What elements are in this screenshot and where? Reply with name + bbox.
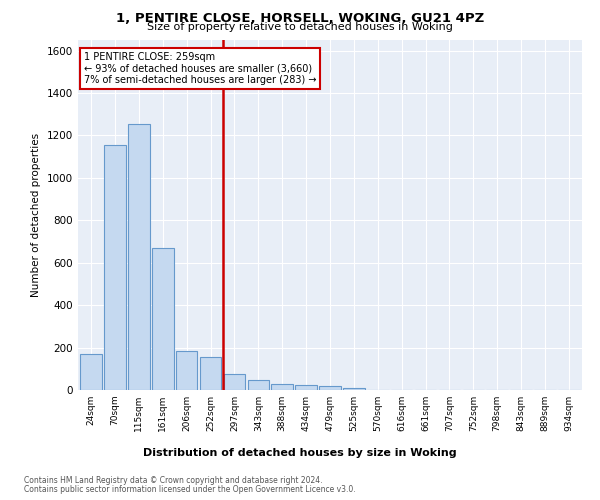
- Bar: [295, 384, 317, 390]
- Y-axis label: Number of detached properties: Number of detached properties: [31, 133, 41, 297]
- Bar: [176, 351, 197, 390]
- Bar: [224, 374, 245, 390]
- Bar: [271, 384, 293, 390]
- Bar: [343, 388, 365, 390]
- Text: Contains HM Land Registry data © Crown copyright and database right 2024.: Contains HM Land Registry data © Crown c…: [24, 476, 323, 485]
- Text: 1, PENTIRE CLOSE, HORSELL, WOKING, GU21 4PZ: 1, PENTIRE CLOSE, HORSELL, WOKING, GU21 …: [116, 12, 484, 26]
- Bar: [80, 354, 102, 390]
- Bar: [152, 248, 173, 390]
- Text: Size of property relative to detached houses in Woking: Size of property relative to detached ho…: [147, 22, 453, 32]
- Bar: [248, 380, 269, 390]
- Bar: [200, 357, 221, 390]
- Bar: [319, 386, 341, 390]
- Text: Distribution of detached houses by size in Woking: Distribution of detached houses by size …: [143, 448, 457, 458]
- Bar: [128, 124, 149, 390]
- Text: 1 PENTIRE CLOSE: 259sqm
← 93% of detached houses are smaller (3,660)
7% of semi-: 1 PENTIRE CLOSE: 259sqm ← 93% of detache…: [84, 52, 316, 86]
- Bar: [104, 145, 126, 390]
- Text: Contains public sector information licensed under the Open Government Licence v3: Contains public sector information licen…: [24, 485, 356, 494]
